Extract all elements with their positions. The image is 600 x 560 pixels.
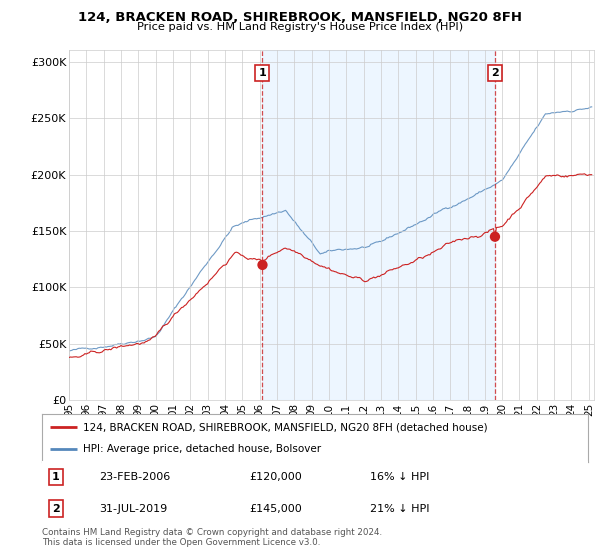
- Point: [490, 232, 500, 241]
- Text: 23-FEB-2006: 23-FEB-2006: [100, 472, 170, 482]
- Text: 2: 2: [491, 68, 499, 78]
- Bar: [262, 50, 495, 400]
- Text: HPI: Average price, detached house, Bolsover: HPI: Average price, detached house, Bols…: [83, 444, 321, 454]
- Text: Contains HM Land Registry data © Crown copyright and database right 2024.
This d: Contains HM Land Registry data © Crown c…: [42, 528, 382, 547]
- Text: £145,000: £145,000: [250, 503, 302, 514]
- Text: £120,000: £120,000: [250, 472, 302, 482]
- Text: Price paid vs. HM Land Registry's House Price Index (HPI): Price paid vs. HM Land Registry's House …: [137, 22, 463, 32]
- Point: [257, 260, 267, 269]
- Text: 16% ↓ HPI: 16% ↓ HPI: [370, 472, 429, 482]
- Text: 124, BRACKEN ROAD, SHIREBROOK, MANSFIELD, NG20 8FH (detached house): 124, BRACKEN ROAD, SHIREBROOK, MANSFIELD…: [83, 422, 488, 432]
- Text: 1: 1: [259, 68, 266, 78]
- Text: 31-JUL-2019: 31-JUL-2019: [100, 503, 167, 514]
- Text: 1: 1: [52, 472, 59, 482]
- Text: 124, BRACKEN ROAD, SHIREBROOK, MANSFIELD, NG20 8FH: 124, BRACKEN ROAD, SHIREBROOK, MANSFIELD…: [78, 11, 522, 24]
- Text: 21% ↓ HPI: 21% ↓ HPI: [370, 503, 429, 514]
- Text: 2: 2: [52, 503, 59, 514]
